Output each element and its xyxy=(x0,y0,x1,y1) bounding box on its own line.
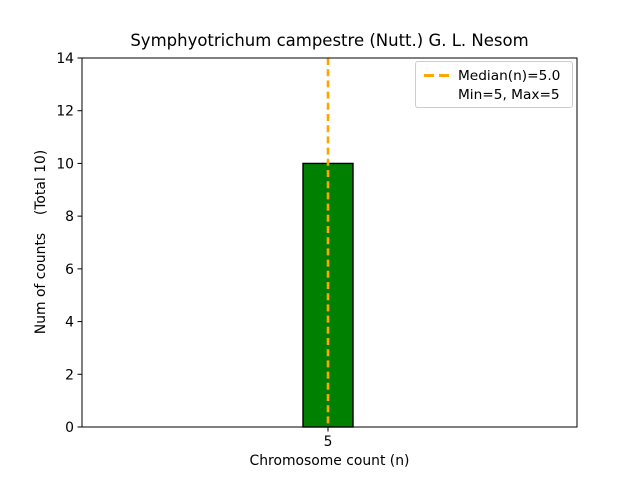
y-tick-label: 0 xyxy=(65,420,74,436)
x-axis-label: Chromosome count (n) xyxy=(249,453,410,469)
legend-spacer xyxy=(424,94,450,97)
legend: Median(n)=5.0 Min=5, Max=5 xyxy=(415,61,573,108)
x-tick-label: 5 xyxy=(324,434,333,450)
y-tick-label: 2 xyxy=(65,367,74,383)
y-tick-label: 14 xyxy=(56,51,74,67)
y-tick-label: 4 xyxy=(65,315,74,331)
legend-entry-minmax: Min=5, Max=5 xyxy=(424,86,564,106)
median-line-sample-icon xyxy=(424,74,450,78)
y-tick-label: 12 xyxy=(56,104,74,120)
y-tick-label: 6 xyxy=(65,262,74,278)
legend-minmax-label: Min=5, Max=5 xyxy=(458,87,560,104)
axes-frame xyxy=(81,57,578,428)
legend-median-label: Median(n)=5.0 xyxy=(458,67,561,84)
y-tick-label: 8 xyxy=(65,209,74,225)
legend-entry-median: Median(n)=5.0 xyxy=(424,66,564,86)
y-tick-label: 10 xyxy=(56,156,74,172)
chart-title: Symphyotrichum campestre (Nutt.) G. L. N… xyxy=(130,31,529,50)
